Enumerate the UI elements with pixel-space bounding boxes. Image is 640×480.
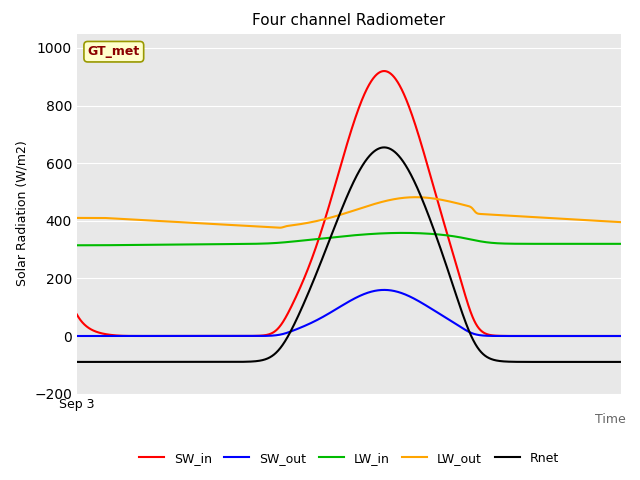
SW_in: [337, 161, 345, 167]
Y-axis label: Solar Radiation (W/m2): Solar Radiation (W/m2): [15, 141, 29, 287]
LW_in: [100, 242, 108, 248]
LW_out: [412, 194, 419, 200]
LW_in: [601, 241, 609, 247]
LW_out: [602, 218, 609, 224]
LW_in: [617, 241, 625, 247]
LW_in: [323, 235, 331, 241]
LW_out: [275, 225, 283, 230]
SW_out: [602, 333, 609, 339]
LW_out: [338, 212, 346, 217]
LW_out: [602, 218, 609, 224]
SW_in: [617, 333, 625, 339]
LW_in: [602, 241, 609, 247]
Rnet: [502, 359, 509, 364]
Line: SW_out: SW_out: [77, 290, 621, 336]
Rnet: [337, 207, 345, 213]
SW_out: [380, 287, 388, 293]
Rnet: [73, 359, 81, 365]
SW_out: [100, 333, 108, 339]
LW_out: [100, 215, 108, 221]
LW_in: [73, 242, 81, 248]
LW_out: [323, 216, 331, 221]
Line: Rnet: Rnet: [77, 147, 621, 362]
Rnet: [617, 359, 625, 365]
LW_out: [73, 215, 81, 221]
Line: LW_in: LW_in: [77, 233, 621, 245]
SW_in: [602, 333, 609, 339]
LW_in: [502, 240, 509, 246]
SW_out: [502, 333, 509, 339]
Text: GT_met: GT_met: [88, 45, 140, 58]
Line: LW_out: LW_out: [77, 197, 621, 228]
Rnet: [601, 359, 609, 365]
SW_in: [502, 333, 509, 339]
Rnet: [602, 359, 609, 365]
SW_out: [337, 303, 345, 309]
SW_out: [73, 333, 81, 339]
LW_in: [337, 234, 345, 240]
SW_in: [100, 331, 108, 337]
SW_in: [323, 210, 331, 216]
Title: Four channel Radiometer: Four channel Radiometer: [252, 13, 445, 28]
Rnet: [100, 359, 108, 365]
LW_in: [399, 230, 406, 236]
Text: Time: Time: [595, 413, 626, 426]
SW_out: [617, 333, 625, 339]
LW_out: [502, 213, 509, 218]
SW_in: [380, 68, 388, 74]
LW_out: [617, 219, 625, 225]
Rnet: [380, 144, 388, 150]
SW_out: [323, 312, 331, 317]
SW_in: [601, 333, 609, 339]
SW_in: [73, 312, 81, 317]
SW_out: [601, 333, 609, 339]
Legend: SW_in, SW_out, LW_in, LW_out, Rnet: SW_in, SW_out, LW_in, LW_out, Rnet: [134, 447, 564, 469]
Line: SW_in: SW_in: [77, 71, 621, 336]
Rnet: [323, 244, 331, 250]
